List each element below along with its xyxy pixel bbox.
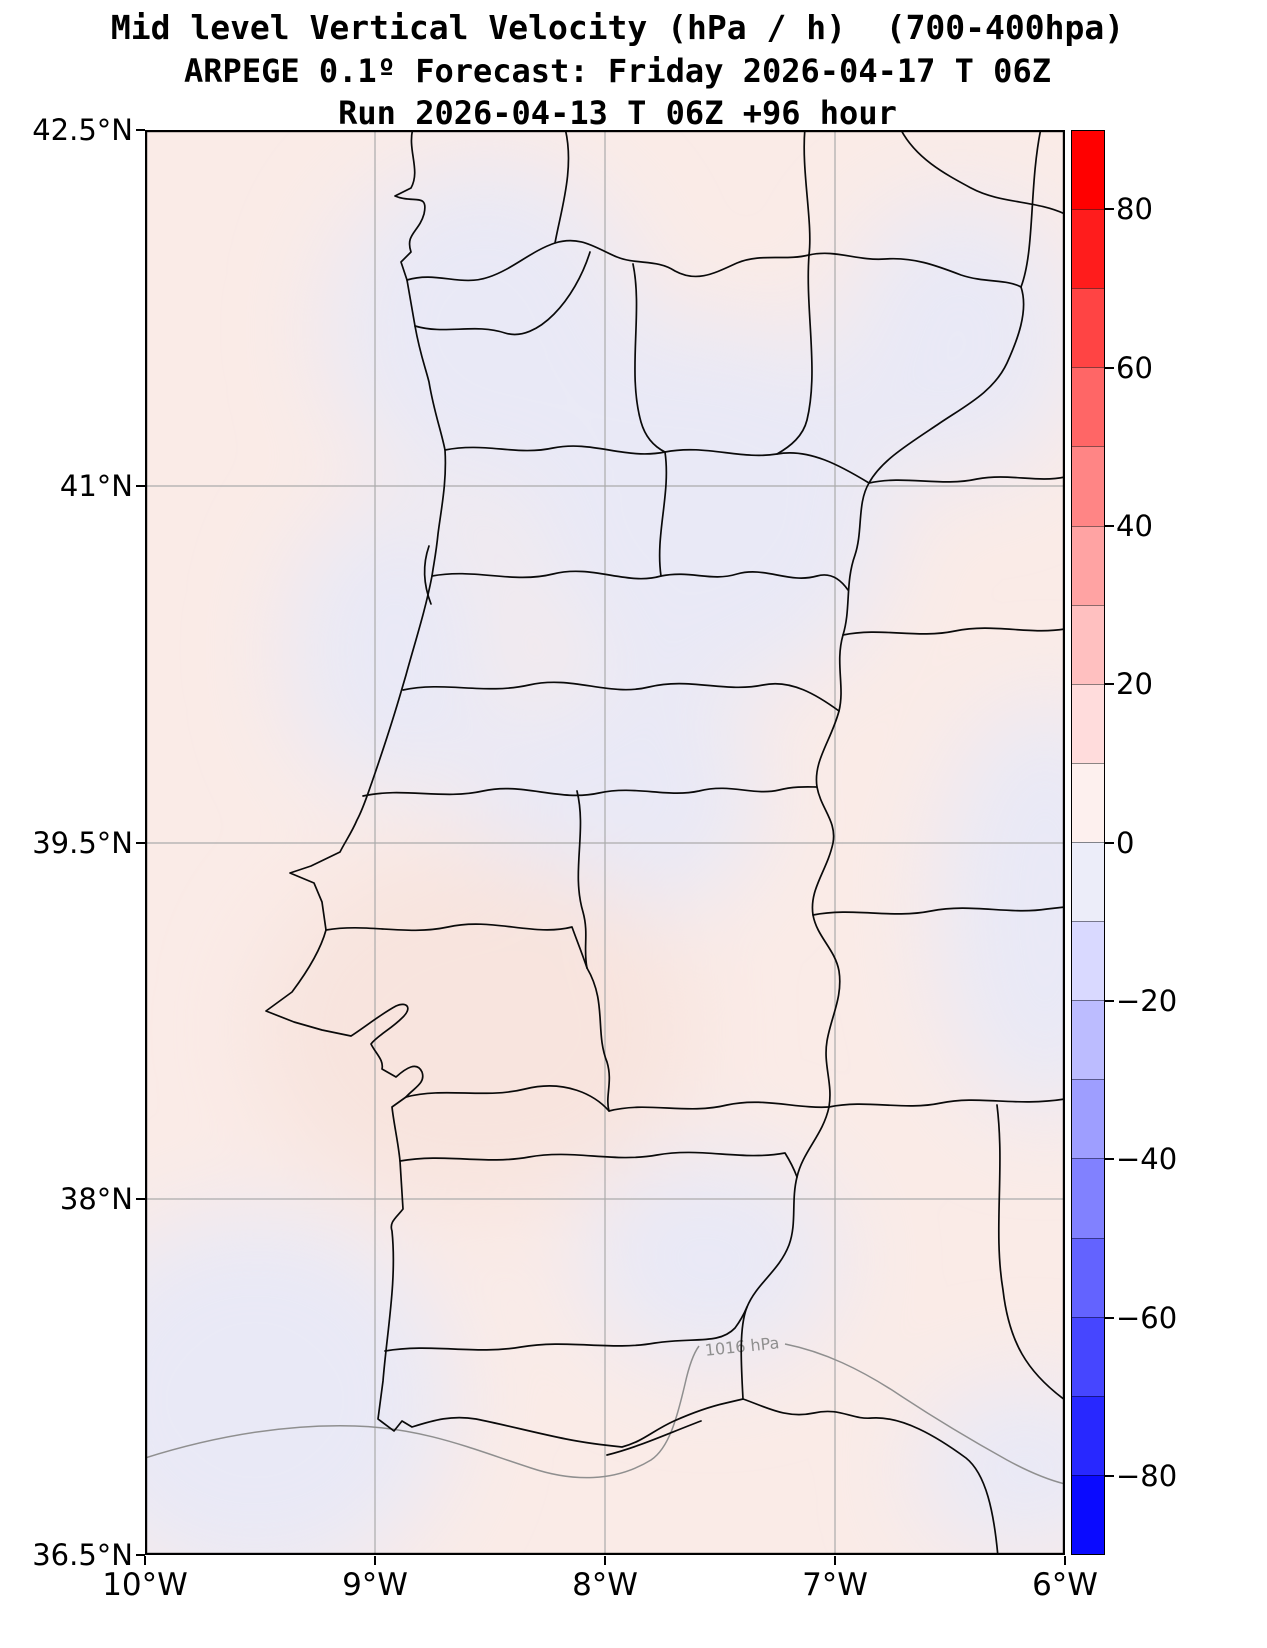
x-axis-tickmark: [1064, 1556, 1066, 1565]
plot-frame: [145, 130, 1065, 1555]
y-axis-tickmark: [136, 129, 145, 131]
colorbar-segment: [1072, 131, 1104, 210]
x-axis-tick-label: 8°W: [572, 1567, 638, 1603]
colorbar-segment: [1072, 683, 1104, 763]
colorbar-tick-label: 0: [1116, 825, 1135, 860]
colorbar-tickmark: [1105, 208, 1114, 211]
colorbar-segment: [1072, 288, 1104, 368]
y-axis-tick-label: 41°N: [59, 469, 133, 504]
colorbar-segment: [1072, 841, 1104, 922]
colorbar-tickmark: [1105, 1316, 1114, 1319]
y-axis-tick-label: 42.5°N: [32, 113, 133, 147]
colorbar-tickmark: [1105, 1158, 1114, 1161]
colorbar-tick-label: −80: [1116, 1458, 1178, 1493]
y-axis-tickmark: [136, 1554, 145, 1556]
map-svg: 1016 hPa: [145, 130, 1065, 1555]
colorbar-segment: [1072, 1237, 1104, 1317]
admin-boundaries: [325, 130, 1065, 1401]
x-axis-tick-label: 7°W: [802, 1567, 868, 1603]
colorbar-segment: [1072, 921, 1104, 1001]
colorbar-segment: [1072, 446, 1104, 526]
colorbar-tick-label: 20: [1116, 667, 1153, 702]
colorbar-segment: [1072, 367, 1104, 447]
aveiro-lagoon-path: [423, 545, 432, 605]
colorbar-tick-label: 60: [1116, 350, 1153, 385]
y-axis-tickmark: [136, 485, 145, 488]
colorbar-tickmark: [1105, 1474, 1114, 1477]
colorbar-segment: [1072, 762, 1104, 842]
colorbar-tickmark: [1105, 999, 1114, 1002]
border-east-path: [740, 286, 1025, 1400]
x-axis-tickmark: [834, 1556, 836, 1565]
map-plot-area: 1016 hPa: [145, 130, 1065, 1555]
ria-formosa-path: [606, 1420, 702, 1456]
colorbar-segment: [1072, 1000, 1104, 1080]
vv-negative-patches: [145, 160, 1065, 1555]
x-axis-tick-label: 9°W: [342, 1567, 408, 1603]
colorbar-tick-label: −60: [1116, 1300, 1178, 1335]
colorbar-segment: [1072, 1316, 1104, 1396]
colorbar-tick-label: 40: [1116, 508, 1153, 543]
chart-subtitle-forecast: ARPEGE 0.1º Forecast: Friday 2026-04-17 …: [184, 52, 1051, 90]
colorbar-tickmark: [1105, 841, 1114, 844]
x-axis-tickmark: [604, 1556, 606, 1565]
colorbar-segment: [1072, 1474, 1104, 1554]
y-axis-tick-label: 38°N: [59, 1181, 133, 1216]
coastline-path: [265, 130, 999, 1555]
colorbar-segment: [1072, 604, 1104, 684]
colorbar-tick-label: −40: [1116, 1142, 1178, 1177]
colorbar-segment: [1072, 1395, 1104, 1475]
y-axis-tickmark: [136, 1197, 145, 1200]
colorbar-segment: [1072, 525, 1104, 605]
colorbar-segment: [1072, 209, 1104, 289]
x-axis-tickmark: [144, 1556, 146, 1565]
colorbar-segment: [1072, 1079, 1104, 1159]
y-axis-tickmark: [136, 841, 145, 844]
colorbar-tickmark: [1105, 524, 1114, 527]
y-axis-tick-label: 36.5°N: [32, 1538, 133, 1572]
chart-title: Mid level Vertical Velocity (hPa / h) (7…: [110, 8, 1125, 47]
colorbar-tick-label: −20: [1116, 983, 1178, 1018]
x-axis-tick-label: 10°W: [102, 1567, 188, 1603]
colorbar-tick-label: 80: [1116, 192, 1153, 227]
portugal-spain-border: [406, 239, 1025, 1400]
x-axis-tick-label: 6°W: [1032, 1567, 1098, 1603]
colorbar: [1071, 130, 1105, 1555]
coastline: [265, 130, 999, 1555]
border-north-path: [406, 239, 1022, 288]
colorbar-segment: [1072, 1158, 1104, 1238]
title-block: Mid level Vertical Velocity (hPa / h) (7…: [0, 6, 1235, 134]
colorbar-tickmark: [1105, 683, 1114, 686]
colorbar-tickmark: [1105, 366, 1114, 369]
y-axis-tick-label: 39.5°N: [32, 825, 133, 860]
graticule: [145, 130, 1065, 1555]
chart-subtitle-run: Run 2026-04-13 T 06Z +96 hour: [338, 94, 897, 132]
x-axis-tickmark: [374, 1556, 376, 1565]
